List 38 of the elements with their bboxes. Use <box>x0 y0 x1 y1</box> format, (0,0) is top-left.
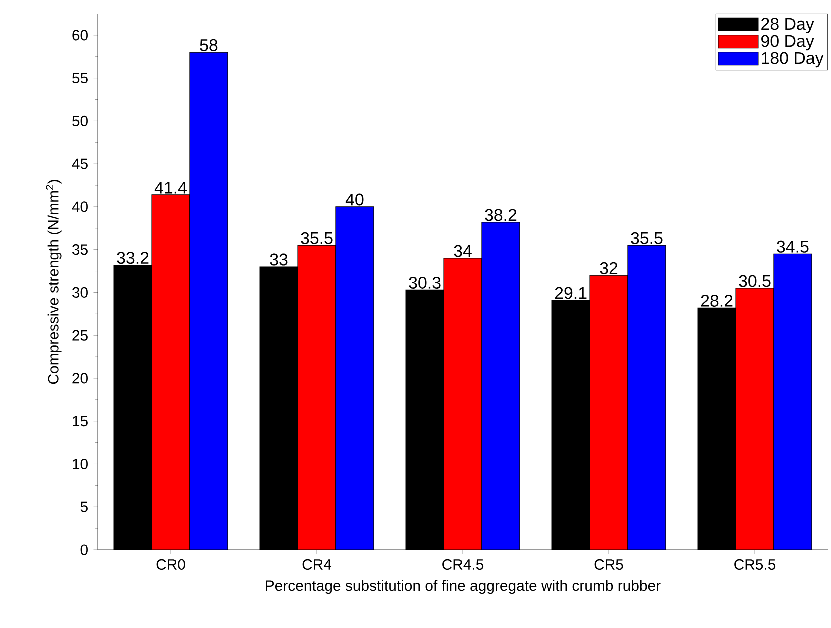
y-tick-label: 25 <box>72 330 88 341</box>
y-tick-label: 5 <box>80 502 88 512</box>
y-tick-label: 60 <box>72 30 88 41</box>
data-label: 29.1 <box>555 287 587 300</box>
y-tick-label: 30 <box>72 287 88 298</box>
legend-label: 28 Day <box>762 18 814 34</box>
legend-label: 180 Day <box>762 52 824 68</box>
y-tick-label: 0 <box>80 544 88 556</box>
data-label: 33 <box>270 254 288 266</box>
y-tick-label: 55 <box>72 73 88 84</box>
data-label: 28.2 <box>701 294 733 307</box>
data-label: 38.2 <box>485 209 517 222</box>
x-tick-label: CR5.5 <box>734 559 776 570</box>
x-tick-label: CR4 <box>302 559 332 570</box>
data-label: 40 <box>346 194 364 206</box>
data-label: 35.5 <box>631 232 663 244</box>
data-label: 34.5 <box>777 240 809 253</box>
y-tick-label: 15 <box>73 416 88 427</box>
x-tick-label: CR5 <box>594 559 624 570</box>
y-tick-label: 20 <box>72 373 88 384</box>
data-label: 33.2 <box>117 252 149 264</box>
data-label: 35.5 <box>301 232 333 244</box>
x-tick-label: CR0 <box>156 559 186 570</box>
y-tick-label: 10 <box>73 458 88 470</box>
data-label: 30.3 <box>409 276 441 289</box>
data-label: 41.4 <box>154 182 187 194</box>
x-tick-label: CR4.5 <box>442 559 484 570</box>
legend-label: 90 Day <box>762 35 814 51</box>
y-tick-label: 35 <box>72 244 88 256</box>
y-tick-label: 45 <box>72 158 88 170</box>
y-tick-label: 40 <box>72 202 88 212</box>
data-label: 58 <box>200 39 218 52</box>
x-axis-title: Percentage substitution of fine aggregate with crumb rubber <box>266 580 661 594</box>
y-axis-title: Compressive strength (N/mm$^{2}$) <box>46 180 62 384</box>
data-label: 32 <box>600 262 618 274</box>
data-label: 30.5 <box>739 275 771 288</box>
data-label: 34 <box>454 245 472 258</box>
y-tick-label: 50 <box>72 116 88 126</box>
